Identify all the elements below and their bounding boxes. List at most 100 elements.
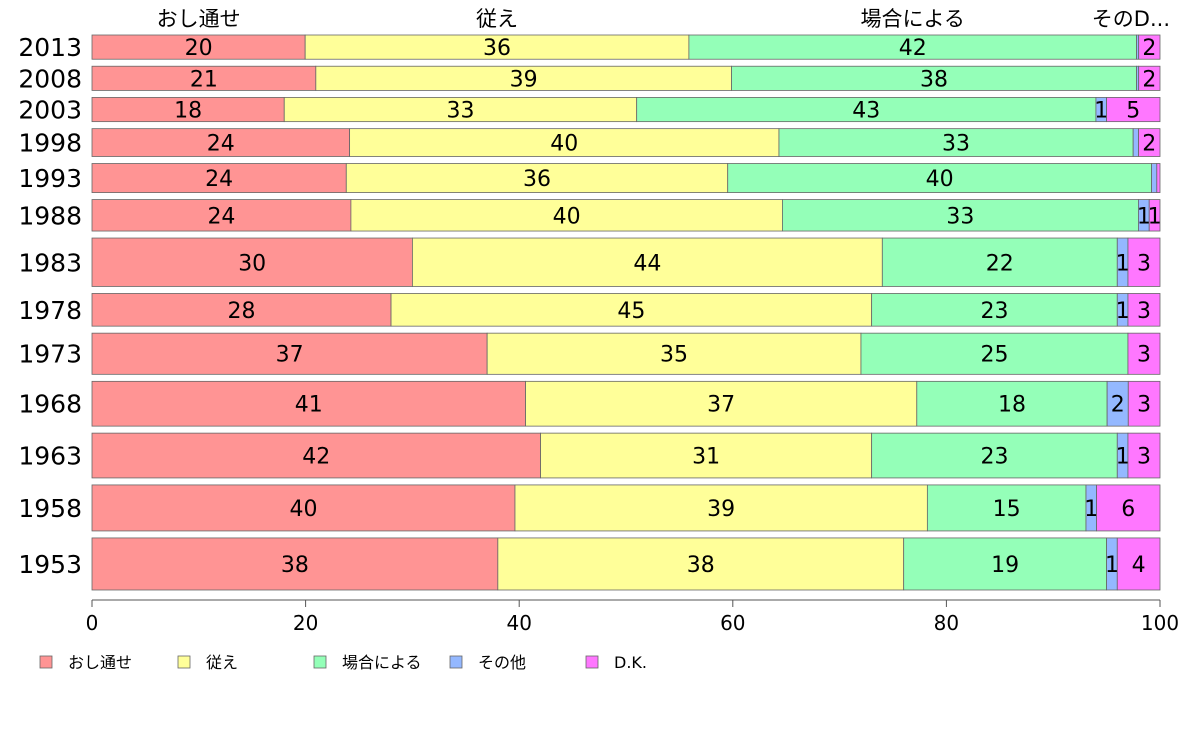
bar-2008-series-2 bbox=[731, 65, 1137, 91]
data-label: 37 bbox=[707, 393, 735, 418]
bar-1998-series-2 bbox=[778, 128, 1134, 157]
year-label: 1968 bbox=[18, 390, 82, 419]
legend-swatch bbox=[585, 655, 599, 669]
data-label: 43 bbox=[852, 99, 880, 124]
bar-2003-series-1 bbox=[283, 97, 638, 123]
data-label: 18 bbox=[174, 99, 202, 124]
data-label: 3 bbox=[1137, 343, 1151, 368]
bar-1978-d-k bbox=[1127, 293, 1161, 327]
data-label: 15 bbox=[993, 497, 1021, 522]
data-label: 33 bbox=[946, 204, 974, 229]
data-label: 1 bbox=[1084, 497, 1098, 522]
year-label: 1973 bbox=[18, 340, 82, 369]
data-label: 42 bbox=[302, 445, 330, 470]
top-category-label: 場合による bbox=[861, 7, 965, 31]
data-label: 38 bbox=[920, 67, 948, 92]
data-label: 38 bbox=[281, 553, 309, 578]
bar-1983-d-k bbox=[1127, 237, 1161, 287]
data-label: 40 bbox=[550, 132, 578, 157]
data-label: 2 bbox=[1142, 132, 1156, 157]
data-label: 1 bbox=[1116, 299, 1130, 324]
year-label: 1988 bbox=[18, 201, 82, 230]
bar-2013-series-0 bbox=[91, 34, 306, 60]
data-label: 2 bbox=[1111, 393, 1125, 418]
data-label: 24 bbox=[205, 167, 233, 192]
bar-1973-series-0 bbox=[91, 332, 488, 375]
data-label: 37 bbox=[276, 343, 304, 368]
top-category-label: そのD... bbox=[1092, 7, 1170, 31]
bar-1958-d-k bbox=[1096, 484, 1161, 532]
year-label: 2003 bbox=[18, 96, 82, 125]
bar-1983-series-2 bbox=[881, 237, 1118, 287]
year-label: 1963 bbox=[18, 442, 82, 471]
bar-1993-series-0 bbox=[91, 163, 347, 193]
bar-1953-series-0 bbox=[91, 537, 499, 591]
bar-2003-d-k bbox=[1106, 97, 1161, 123]
bar-1968-series-0 bbox=[91, 380, 526, 427]
bar-1988-series-0 bbox=[91, 199, 352, 232]
x-tick-label: 60 bbox=[720, 611, 745, 635]
data-label: 36 bbox=[523, 167, 551, 192]
data-label: 28 bbox=[228, 299, 256, 324]
data-label: 23 bbox=[980, 299, 1008, 324]
bar-1963-series-1 bbox=[540, 432, 873, 479]
x-tick-label: 0 bbox=[86, 611, 99, 635]
bar-2013-series-2 bbox=[688, 34, 1137, 60]
legend-swatch bbox=[449, 655, 463, 669]
data-label: 5 bbox=[1126, 99, 1140, 124]
data-label: 33 bbox=[942, 132, 970, 157]
bar-2008-d-k bbox=[1138, 65, 1161, 91]
legend-label: おし通せ bbox=[68, 653, 132, 672]
bar-1963-series-0 bbox=[91, 432, 541, 479]
bar-1973-series-2 bbox=[860, 332, 1129, 375]
data-label: 25 bbox=[980, 343, 1008, 368]
data-label: 23 bbox=[980, 445, 1008, 470]
bar-2013-series-1 bbox=[304, 34, 690, 60]
data-label: 22 bbox=[986, 251, 1014, 276]
bar-1968-series-1 bbox=[525, 380, 918, 427]
bar-1998-series-3 bbox=[1132, 128, 1139, 157]
data-label: 38 bbox=[687, 553, 715, 578]
data-label: 39 bbox=[707, 497, 735, 522]
legend-label: 場合による bbox=[342, 653, 422, 672]
bar-1988-d-k bbox=[1148, 199, 1161, 232]
data-label: 24 bbox=[207, 132, 235, 157]
bar-1993-series-2 bbox=[727, 163, 1152, 193]
bar-1958-series-2 bbox=[926, 484, 1087, 532]
data-label: 4 bbox=[1132, 553, 1146, 578]
year-label: 1958 bbox=[18, 494, 82, 523]
year-label: 1998 bbox=[18, 129, 82, 158]
data-label: 33 bbox=[446, 99, 474, 124]
bar-1963-d-k bbox=[1127, 432, 1161, 479]
legend: おし通せ 従え 場合による その他 D.K. bbox=[39, 653, 647, 672]
data-label: 18 bbox=[998, 393, 1026, 418]
x-tick-label: 40 bbox=[506, 611, 531, 635]
top-category-label: おし通せ bbox=[157, 7, 241, 31]
data-label: 2 bbox=[1142, 36, 1156, 61]
bar-1968-d-k bbox=[1127, 380, 1161, 427]
year-label: 2013 bbox=[18, 33, 82, 62]
bar-1978-series-0 bbox=[91, 293, 392, 327]
data-label: 1 bbox=[1094, 99, 1108, 124]
legend-label: 従え bbox=[206, 653, 238, 672]
data-label: 3 bbox=[1137, 393, 1151, 418]
year-label: 1983 bbox=[18, 248, 82, 277]
data-label: 44 bbox=[633, 251, 661, 276]
legend-swatch bbox=[177, 655, 191, 669]
data-label: 31 bbox=[692, 445, 720, 470]
data-label: 20 bbox=[185, 36, 213, 61]
data-label: 3 bbox=[1137, 445, 1151, 470]
bar-1978-series-1 bbox=[390, 293, 873, 327]
data-label: 1 bbox=[1116, 445, 1130, 470]
data-label: 1 bbox=[1137, 204, 1151, 229]
data-label: 19 bbox=[991, 553, 1019, 578]
legend-swatch bbox=[39, 655, 53, 669]
data-label: 45 bbox=[617, 299, 645, 324]
data-label: 40 bbox=[553, 204, 581, 229]
bar-1993-series-1 bbox=[345, 163, 729, 193]
data-label: 40 bbox=[289, 497, 317, 522]
data-label: 41 bbox=[295, 393, 323, 418]
